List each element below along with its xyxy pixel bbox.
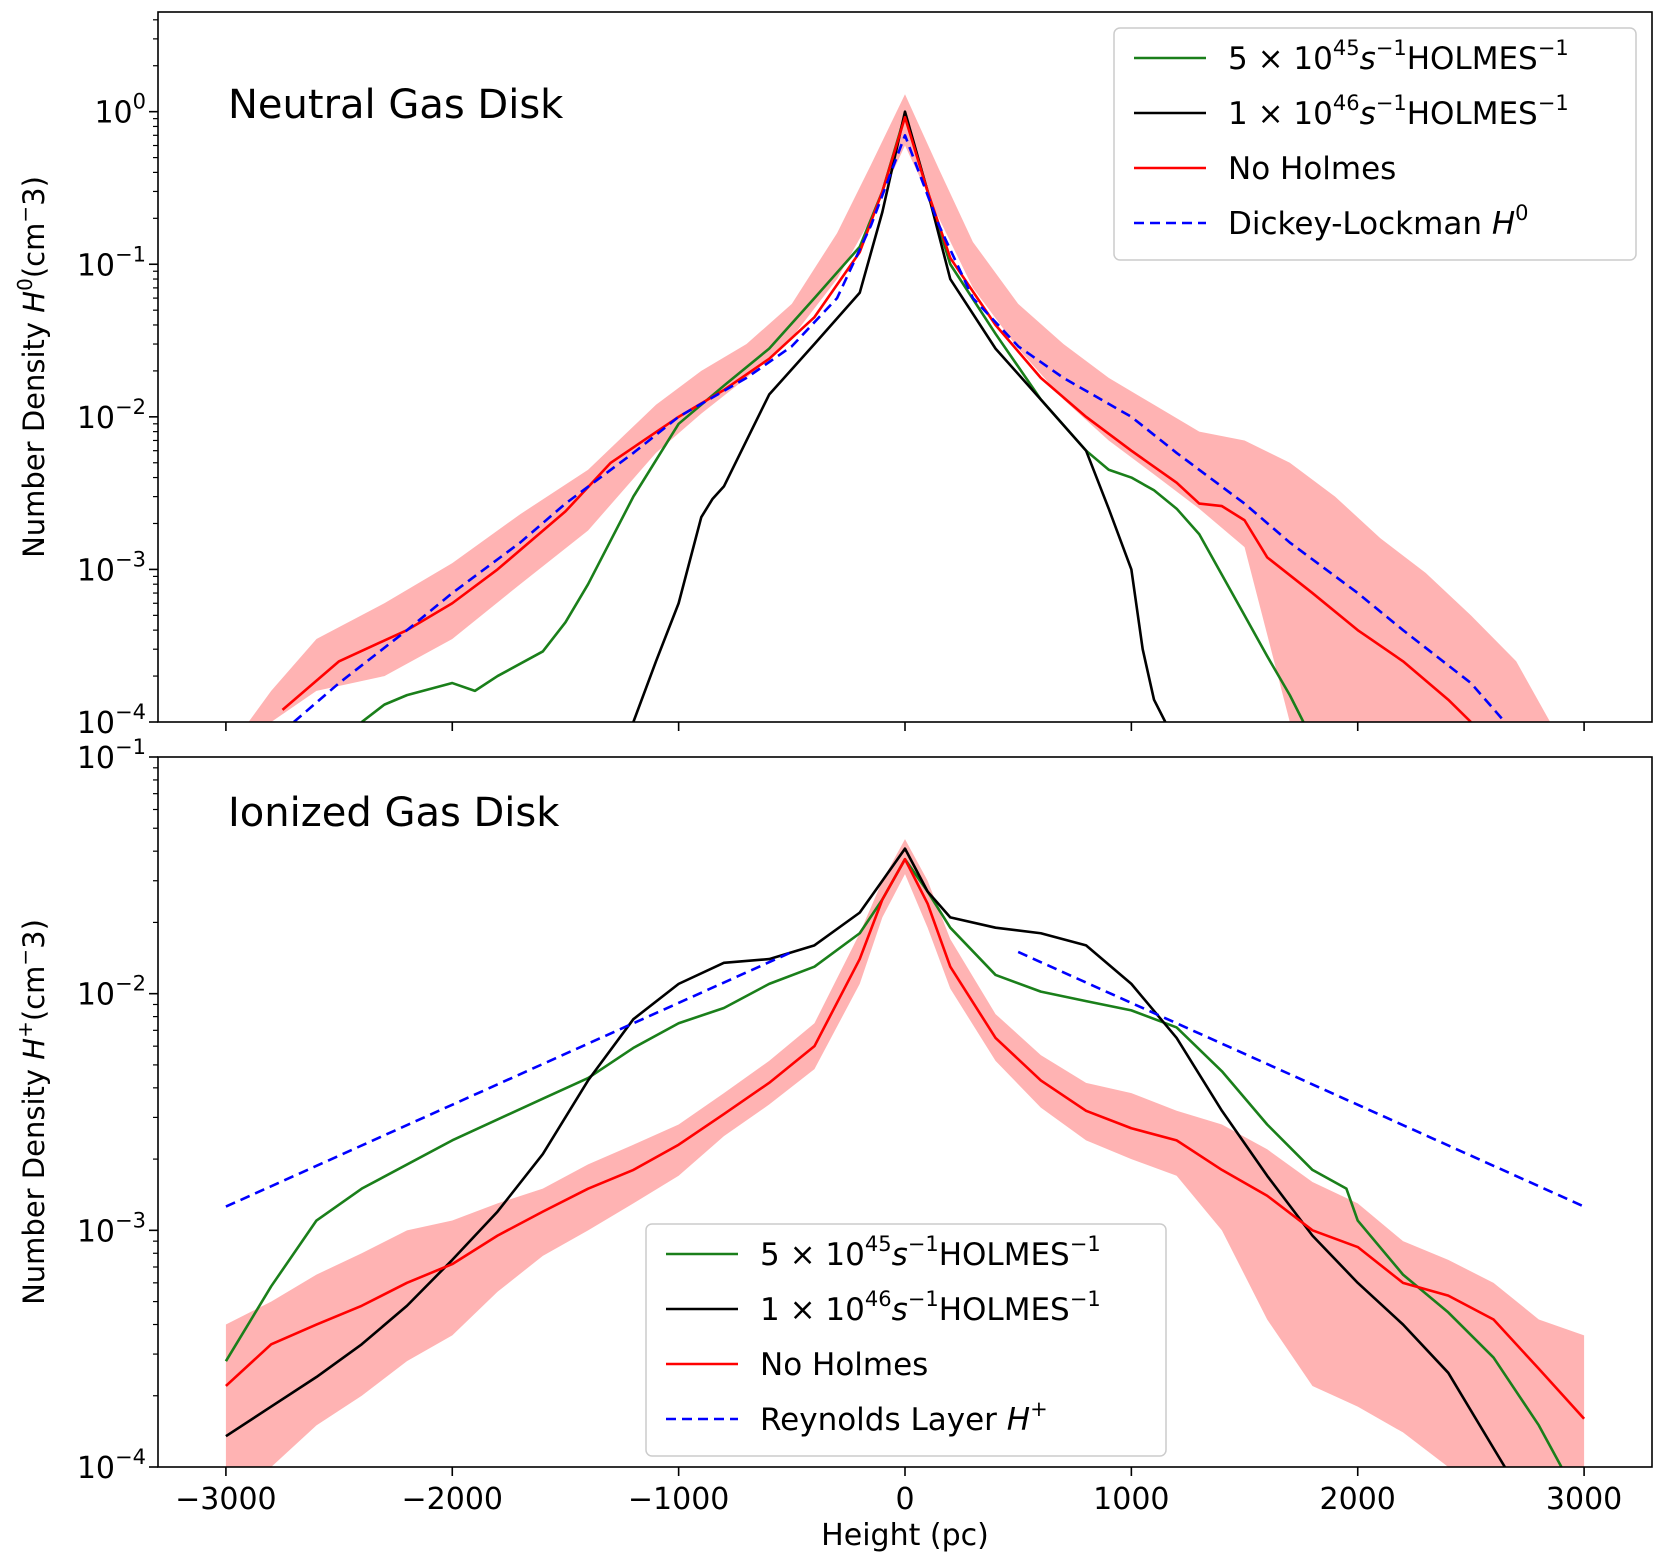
legend-box [1113,27,1637,261]
x-tick-label: 0 [895,1482,914,1517]
y-tick-label: 10−1 [77,242,146,283]
series-line-blue [292,134,1506,722]
y-tick-label: 10−2 [77,972,146,1013]
legend: 5 × 1045s−1HOLMES−1 1 × 1046s−1HOLMES−1 No… [645,1223,1167,1457]
legend-label-green: 5 × 1045s−1HOLMES−1 [1228,36,1569,77]
no-holmes-spread-band [248,94,1551,722]
no-holmes-spread-band [225,839,1585,1467]
y-tick-label: 10−3 [77,547,146,588]
legend-label-blue: Reynolds Layer H+ [760,1397,1048,1438]
x-tick-label: −1000 [628,1482,729,1517]
x-tick-label: −3000 [175,1482,276,1517]
y-tick-label: 10−4 [77,1445,146,1486]
legend-label-black: 1 × 1046s−1HOLMES−1 [1228,91,1569,132]
plot-area [248,94,1551,722]
y-axis-label: Number Density H+(cm−3) [13,919,51,1305]
panel-annotation: Ionized Gas Disk [228,790,560,836]
legend-label-blue: Dickey-Lockman H0 [1228,201,1529,242]
y-tick-label: 10−2 [77,395,146,436]
legend-label-red: No Holmes [1228,151,1396,187]
plot-area [224,839,1586,1467]
x-tick-label: 3000 [1546,1482,1622,1517]
y-axis-label: Number Density H0(cm−3) [13,176,51,558]
x-tick-label: 1000 [1093,1482,1169,1517]
x-tick-label: 2000 [1320,1482,1396,1517]
series-line-blue-0 [225,950,793,1208]
ionized-gas-panel: −3000 −2000 −1000 0 1000 2000 3000 10−1 10−2 10−3… [13,735,1653,1517]
x-tick-label: −2000 [402,1482,503,1517]
legend-label-green: 5 × 1045s−1HOLMES−1 [760,1232,1101,1273]
y-tick-label: 100 [94,90,146,131]
series-line-green [224,857,1563,1467]
neutral-gas-panel: 100 10−1 10−2 10−3 10−4 Number Density H0(cm−… [13,11,1653,741]
legend-box [645,1223,1167,1457]
y-tick-label: 10−1 [77,735,146,776]
legend-label-red: No Holmes [760,1347,928,1383]
y-tick-label: 10−3 [77,1208,146,1249]
legend: 5 × 1045s−1HOLMES−1 1 × 1046s−1HOLMES−1 No… [1113,27,1637,261]
series-line-blue-1 [1017,950,1585,1208]
x-axis-label: Height (pc) [821,1518,989,1553]
panel-annotation: Neutral Gas Disk [228,82,564,128]
y-tick-label: 10−4 [77,700,146,741]
series-line-red [225,857,1586,1420]
legend-label-black: 1 × 1046s−1HOLMES−1 [760,1287,1101,1328]
